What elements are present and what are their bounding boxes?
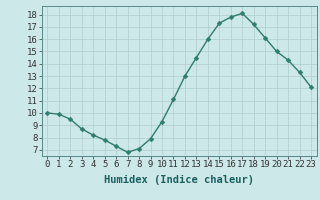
X-axis label: Humidex (Indice chaleur): Humidex (Indice chaleur) [104, 175, 254, 185]
